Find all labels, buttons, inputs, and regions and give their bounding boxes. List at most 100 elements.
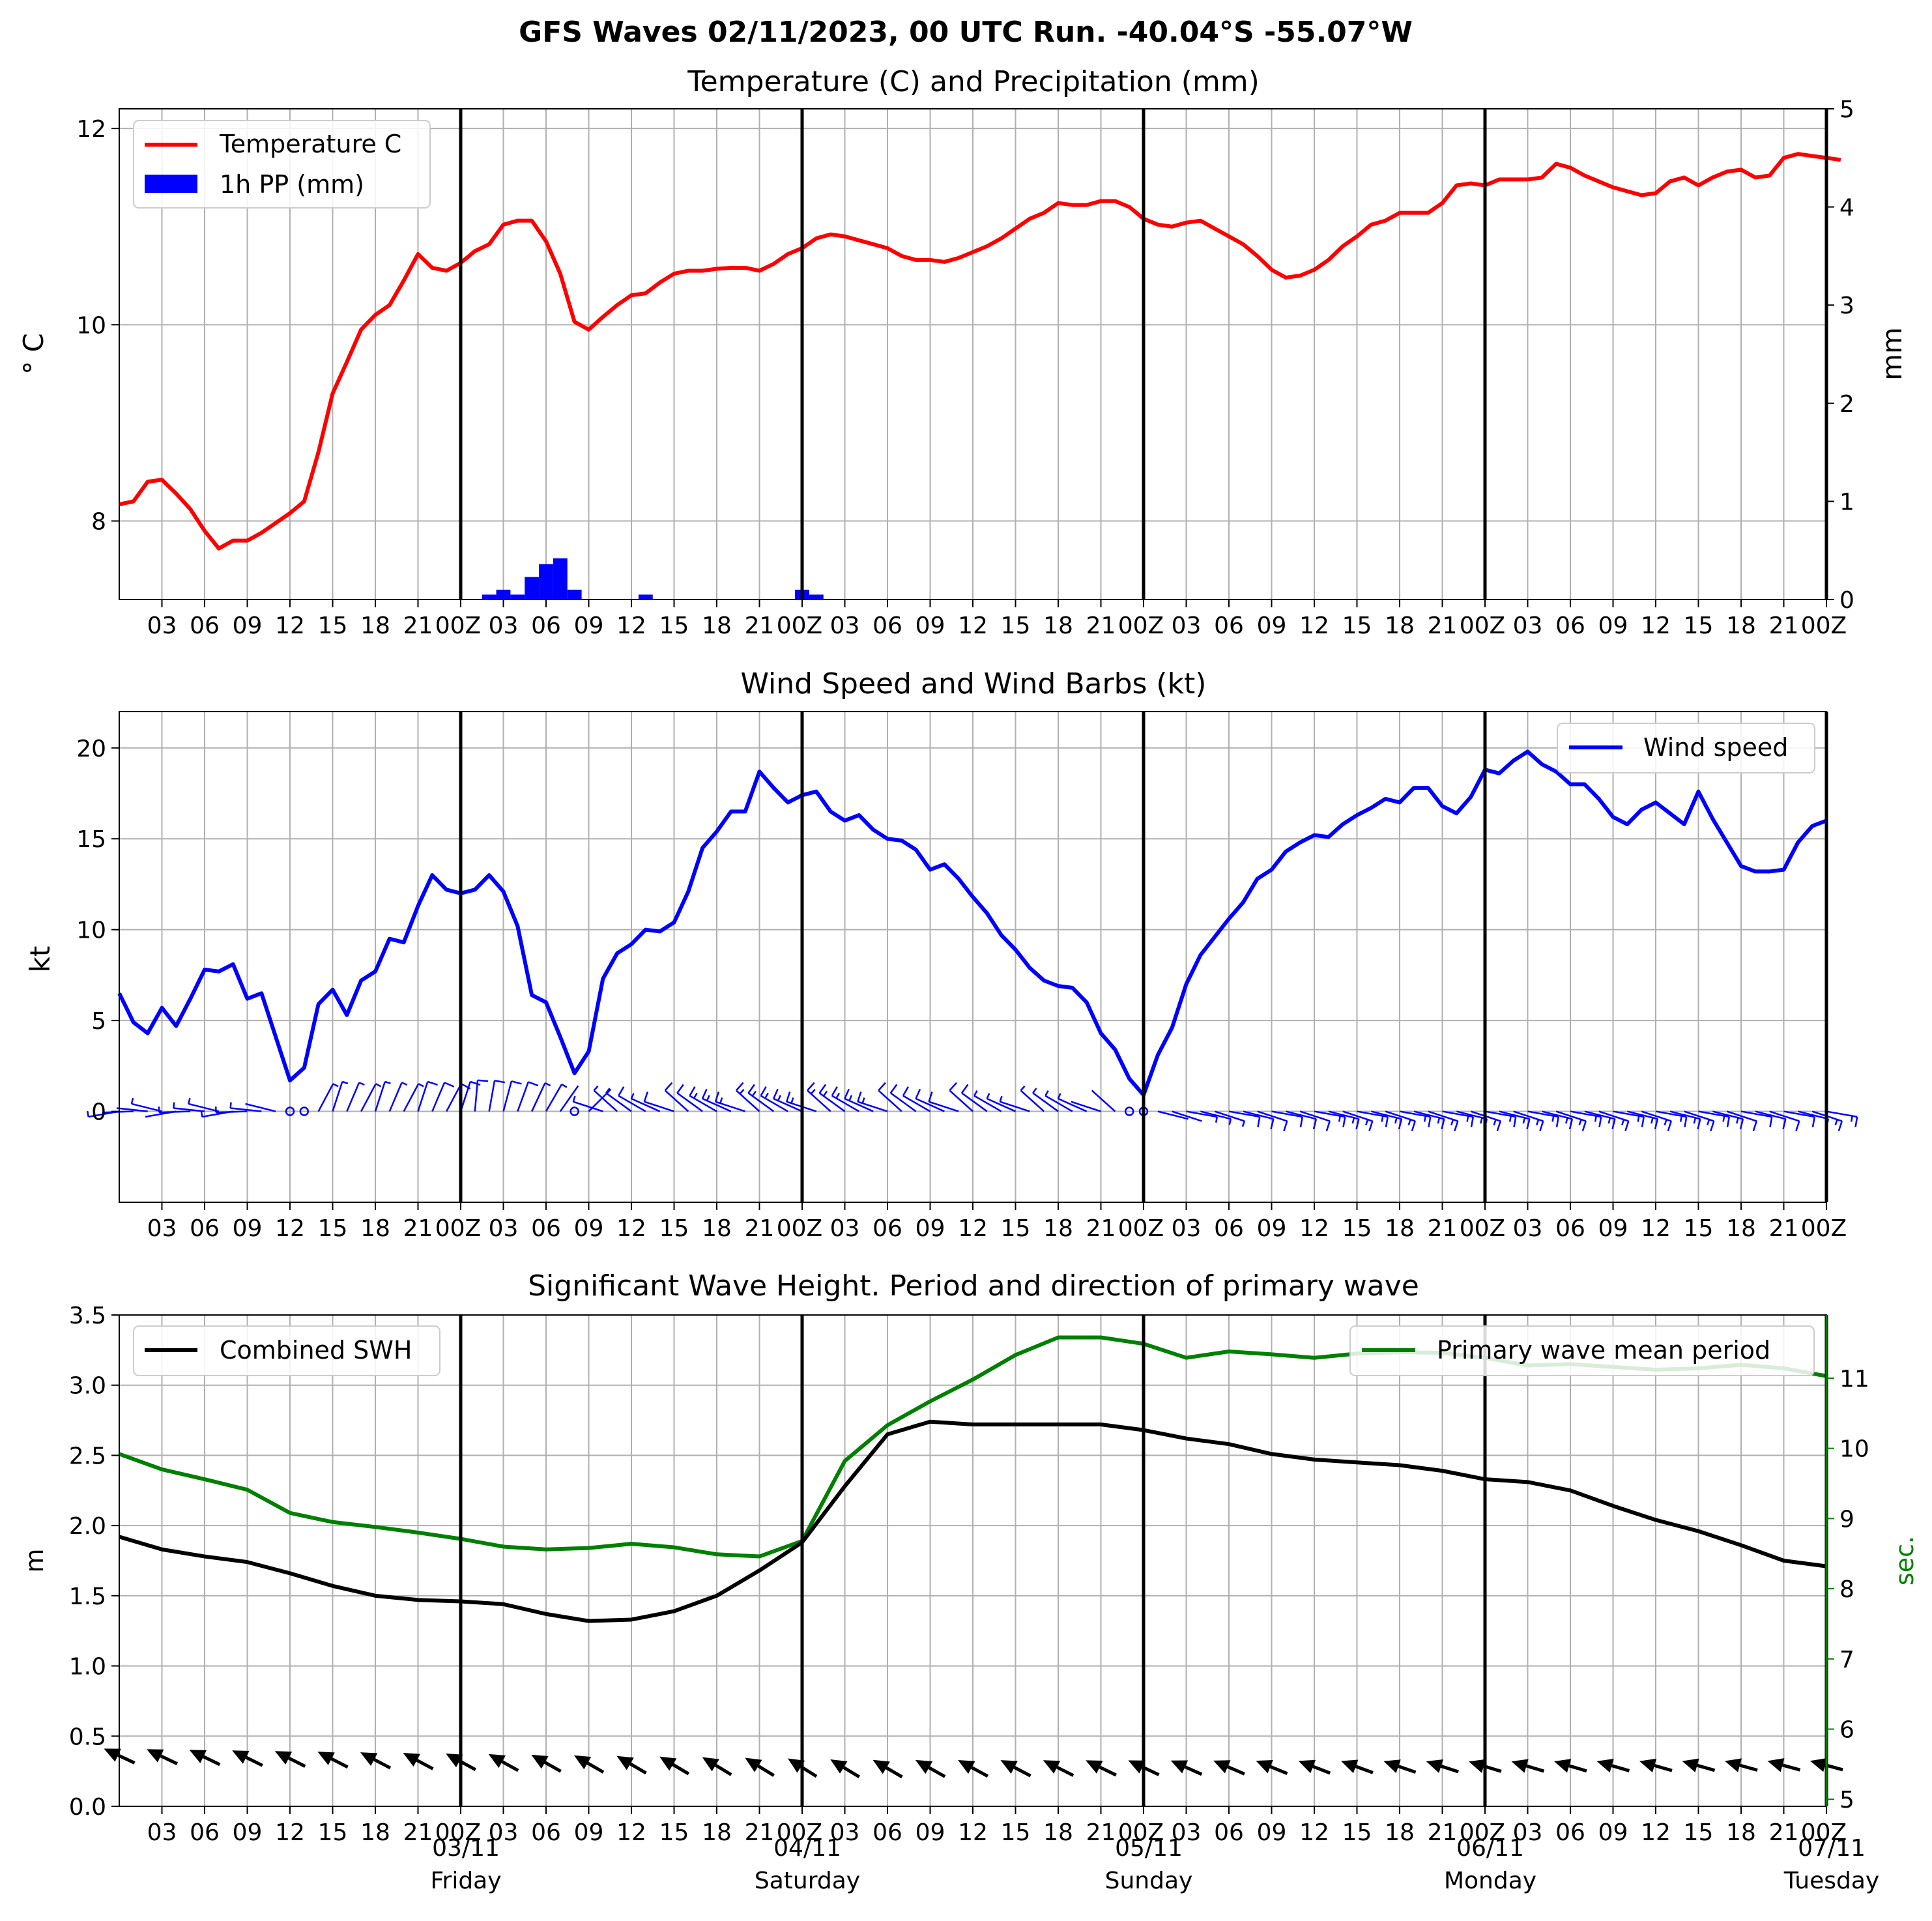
wind-barb-shaft bbox=[902, 1095, 931, 1112]
x-tick-label: 15 bbox=[659, 613, 689, 639]
precip-bar bbox=[525, 577, 540, 599]
wind-barb-flag bbox=[1624, 1121, 1630, 1131]
period-y-label: sec. bbox=[1890, 1536, 1919, 1585]
wind-barb-shaft bbox=[1045, 1095, 1073, 1112]
wind-barb-flag bbox=[1441, 1118, 1445, 1129]
wind-barb-flag bbox=[1526, 1118, 1531, 1129]
temperature-panel-title: Temperature (C) and Precipitation (mm) bbox=[687, 65, 1260, 98]
wind-barb-flag bbox=[418, 1083, 424, 1088]
wind-barb-flag bbox=[822, 1090, 828, 1097]
y2-tick-label: 6 bbox=[1839, 1717, 1854, 1744]
wind-barb-flag bbox=[1454, 1121, 1459, 1131]
wind-barb-shaft bbox=[644, 1101, 674, 1112]
x-tick-label: 18 bbox=[1043, 1819, 1073, 1846]
x-tick-label: 03 bbox=[489, 1215, 519, 1242]
x-tick-label: 12 bbox=[275, 613, 305, 639]
wave-direction-shaft bbox=[1440, 1765, 1460, 1774]
wind-barb-shaft bbox=[1385, 1110, 1416, 1122]
day-label-date: 07/11 bbox=[1798, 1835, 1866, 1862]
x-tick-label: 03 bbox=[1513, 1215, 1543, 1242]
wind-barb-flag bbox=[807, 1082, 815, 1091]
wind-barb-flag bbox=[1795, 1121, 1800, 1131]
wind-barb-shaft bbox=[1091, 1090, 1116, 1112]
wind-barb-shaft bbox=[857, 1101, 888, 1112]
y2-tick-label: 10 bbox=[1839, 1436, 1869, 1463]
wind-barb-flag bbox=[1850, 1116, 1853, 1122]
wind-barb-calm bbox=[570, 1106, 579, 1116]
y-tick-label: 12 bbox=[76, 116, 106, 143]
wind-barb-shaft bbox=[245, 1103, 276, 1112]
wind-barb-shaft bbox=[1513, 1110, 1544, 1122]
wind-barb-shaft bbox=[488, 1080, 496, 1112]
wave-x-ticks: 03 06 09 12 15 18 21 00Z 03 06 09 12 15 18 21 00Z 03 06 09… bbox=[147, 1806, 1847, 1846]
wind-barb-flag bbox=[777, 1095, 781, 1101]
x-tick-label: 03 bbox=[1172, 1819, 1202, 1846]
wind-barb-flag bbox=[878, 1082, 886, 1091]
wind-barb-flag bbox=[986, 1093, 990, 1099]
wave-direction-shaft bbox=[1398, 1765, 1417, 1774]
wind-barb-shaft bbox=[502, 1080, 513, 1112]
wind-barb-flag bbox=[1651, 1118, 1654, 1124]
wind-barb-shaft bbox=[1000, 1101, 1030, 1112]
wind-barb-flag bbox=[960, 1084, 969, 1094]
wind-barb-flag bbox=[1598, 1116, 1602, 1127]
wave-direction-shaft bbox=[1525, 1764, 1545, 1773]
wind-barb-flag bbox=[494, 1080, 505, 1084]
wind-barb-flag bbox=[760, 1086, 767, 1097]
day-label-weekday: Friday bbox=[430, 1868, 501, 1894]
x-tick-label: 18 bbox=[702, 1819, 732, 1846]
x-tick-label: 15 bbox=[318, 1215, 348, 1242]
wind-barb-flag bbox=[1693, 1118, 1697, 1124]
wind-barb-shaft bbox=[807, 1090, 831, 1112]
wind-barb-shaft bbox=[559, 1085, 579, 1112]
wind-barb-flag bbox=[86, 1110, 89, 1118]
precip-bar bbox=[809, 594, 824, 599]
wave-direction-arrowhead bbox=[531, 1754, 549, 1769]
precip-bar bbox=[567, 589, 582, 599]
wind-barb-flag bbox=[818, 1084, 827, 1094]
wind-barb-flag bbox=[1241, 1121, 1246, 1127]
wind-barb-flag bbox=[706, 1095, 710, 1101]
wave-direction-shaft bbox=[1013, 1766, 1031, 1778]
wave-direction-arrowhead bbox=[702, 1757, 719, 1772]
wave-direction-shaft bbox=[757, 1764, 775, 1777]
wind-barb-flag bbox=[1351, 1118, 1355, 1124]
wind-barb-shaft bbox=[1726, 1110, 1757, 1122]
wave-direction-arrowhead bbox=[1128, 1760, 1146, 1774]
wave-direction-arrowhead bbox=[830, 1759, 848, 1774]
x-tick-label: 00Z bbox=[1460, 1819, 1505, 1846]
wind-barb-flag bbox=[1423, 1116, 1426, 1122]
x-tick-label: 15 bbox=[1001, 1215, 1031, 1242]
wave-direction-arrowhead bbox=[360, 1752, 378, 1766]
wave-direction-shaft bbox=[1654, 1764, 1673, 1772]
wind-barb-shaft bbox=[1257, 1110, 1288, 1122]
wave-direction-arrowhead bbox=[403, 1753, 420, 1767]
wind-barb-flag bbox=[1637, 1116, 1640, 1122]
x-tick-label: 21 bbox=[1428, 613, 1458, 639]
precip-bar bbox=[638, 594, 653, 599]
wind-barb-flag bbox=[928, 1091, 933, 1103]
x-tick-label: 15 bbox=[659, 1215, 689, 1242]
wind-barb-flag bbox=[188, 1097, 191, 1105]
wave-direction-shaft bbox=[1483, 1764, 1502, 1773]
x-tick-label: 06 bbox=[1214, 613, 1244, 639]
precip-bar bbox=[496, 589, 511, 599]
wave-direction-arrowhead bbox=[147, 1749, 164, 1763]
x-tick-label: 21 bbox=[1086, 1819, 1116, 1846]
wind-barb-shaft bbox=[1783, 1110, 1815, 1118]
wind-barb-flag bbox=[630, 1093, 635, 1099]
wind-barb-shaft bbox=[360, 1083, 377, 1112]
x-tick-label: 03 bbox=[830, 1819, 860, 1846]
wind-barb-flag bbox=[735, 1082, 744, 1091]
x-tick-label: 03 bbox=[489, 613, 519, 639]
x-tick-label: 06 bbox=[531, 1819, 561, 1846]
y2-tick-label: 3 bbox=[1839, 293, 1854, 319]
x-tick-label: 15 bbox=[318, 613, 348, 639]
y2-tick-label: 1 bbox=[1839, 489, 1854, 515]
x-tick-label: 06 bbox=[1555, 1215, 1585, 1242]
wave-direction-shaft bbox=[1184, 1765, 1203, 1776]
wave-direction-arrowhead bbox=[446, 1753, 463, 1768]
wind-barb-flag bbox=[1496, 1121, 1502, 1131]
x-tick-label: 21 bbox=[1769, 613, 1799, 639]
x-tick-label: 12 bbox=[616, 1819, 646, 1846]
